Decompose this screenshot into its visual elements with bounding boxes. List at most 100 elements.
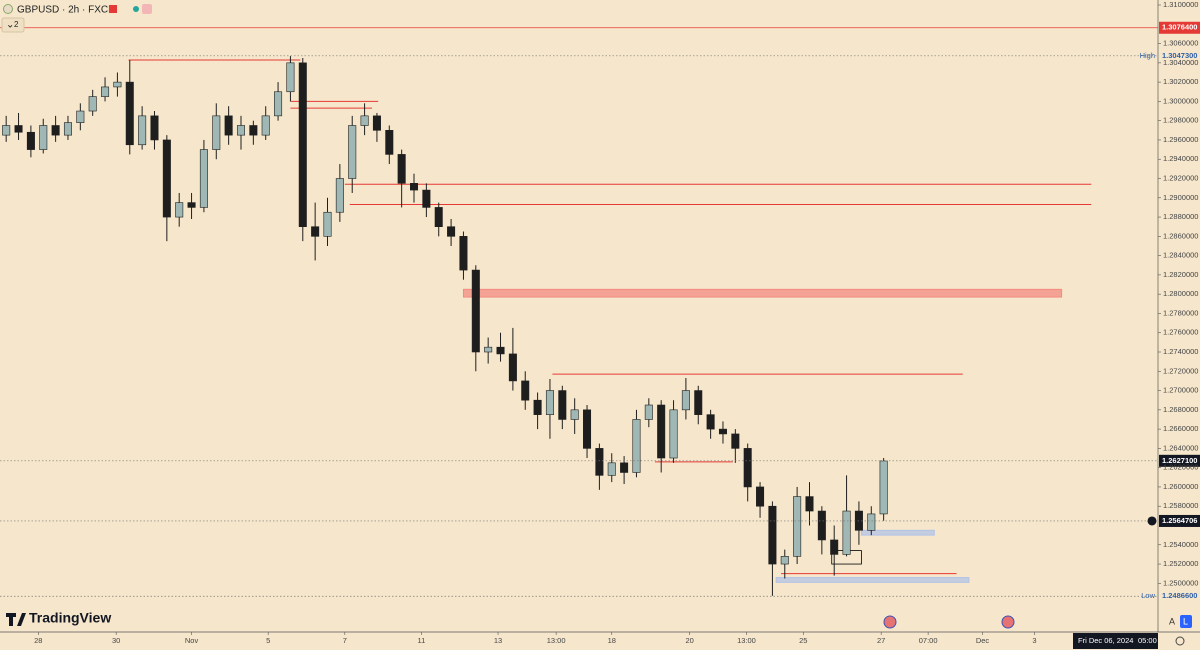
settings-icon[interactable]: [1175, 636, 1185, 646]
candle-body: [138, 115, 147, 146]
y-tick-label: 1.2620000: [1163, 463, 1198, 472]
candle-body: [583, 409, 592, 449]
cursor-date-box: [1073, 633, 1158, 649]
y-tick-label: 1.2880000: [1163, 212, 1198, 221]
y-tick-label: 1.2740000: [1163, 347, 1198, 356]
x-tick-label: 20: [685, 636, 693, 645]
candle-body: [348, 125, 357, 179]
y-tick-label: 1.2900000: [1163, 193, 1198, 202]
symbol-icon[interactable]: [3, 4, 13, 14]
candle-body: [372, 115, 381, 131]
status-dot: [133, 6, 139, 12]
candle-body: [471, 269, 480, 353]
y-tick-label: 1.2540000: [1163, 540, 1198, 549]
candle-body: [756, 486, 765, 507]
price-tag: Low: [1141, 591, 1155, 600]
candle-body: [570, 409, 579, 420]
indicator-toggle[interactable]: [1, 17, 25, 33]
candle-body: [422, 189, 431, 208]
x-tick-label: 25: [799, 636, 807, 645]
candle-body: [644, 404, 653, 420]
y-tick-label: 1.3060000: [1163, 39, 1198, 48]
price-label-box: [1159, 21, 1200, 34]
y-tick-label: 1.2840000: [1163, 251, 1198, 260]
candle-body: [51, 125, 60, 136]
candle-body: [657, 404, 666, 459]
zone: [775, 577, 970, 583]
auto-scale-button[interactable]: A: [1169, 616, 1175, 626]
axes: 1.3100000 1.3060000 1.3040000 1.3020000 1.30…: [34, 0, 1198, 645]
x-tick-label: 13:00: [547, 636, 566, 645]
y-tick-label: 1.2960000: [1163, 135, 1198, 144]
logo-mark: [6, 613, 26, 626]
y-tick-label: 1.2860000: [1163, 231, 1198, 240]
candle-body: [793, 496, 802, 557]
candle-body: [620, 462, 629, 473]
y-tick-label: 1.2760000: [1163, 328, 1198, 337]
y-tick-label: 1.2720000: [1163, 366, 1198, 375]
log-scale-bg[interactable]: [1180, 615, 1192, 628]
cursor-time: 05:00: [1138, 636, 1157, 645]
toggle-chevron: ⌄: [6, 20, 14, 31]
candle-body: [545, 390, 554, 415]
candle-body: [867, 513, 876, 531]
candle-body: [410, 183, 419, 191]
candle-body: [768, 505, 777, 565]
price-label: 1.2564706: [1162, 516, 1197, 525]
candle-body: [101, 86, 110, 97]
event-flag[interactable]: [883, 615, 897, 629]
x-tick-label: 18: [608, 636, 616, 645]
y-tick-label: 1.3020000: [1163, 77, 1198, 86]
x-tick-label: Dec: [976, 636, 990, 645]
x-tick-label: 07:00: [919, 636, 938, 645]
price-tag: High: [1140, 51, 1155, 60]
candle-body: [385, 130, 394, 155]
y-tick-label: 1.2700000: [1163, 386, 1198, 395]
candle-body: [447, 226, 456, 237]
candle-body: [669, 409, 678, 459]
candle-body: [150, 115, 159, 141]
candle-body: [88, 96, 97, 112]
y-tick-label: 1.3000000: [1163, 96, 1198, 105]
indicator-count: 2: [14, 20, 19, 29]
candle-body: [595, 448, 604, 476]
x-tick-label: Nov: [185, 636, 199, 645]
candle-body: [286, 62, 295, 93]
candle-body: [842, 510, 851, 555]
candle-body: [508, 353, 517, 382]
alert-badge[interactable]: [142, 4, 152, 14]
candle-body: [212, 115, 221, 150]
candle-body: [484, 346, 493, 353]
candle-body: [718, 428, 727, 435]
flag-icon[interactable]: [109, 5, 117, 13]
y-tick-label: 1.2580000: [1163, 501, 1198, 510]
candle-body: [298, 62, 307, 227]
candle-body: [113, 81, 122, 88]
candle-body: [533, 399, 542, 415]
logo-text[interactable]: TradingView: [29, 610, 111, 626]
candle-body: [199, 149, 208, 208]
zone: [860, 529, 935, 536]
y-tick-label: 1.2980000: [1163, 116, 1198, 125]
candle-body: [14, 125, 23, 133]
y-tick-label: 1.2820000: [1163, 270, 1198, 279]
x-tick-label: 3: [1032, 636, 1036, 645]
candle-body: [162, 139, 171, 218]
candle-body: [323, 211, 332, 237]
price-label-box: [1159, 454, 1200, 467]
log-scale-button[interactable]: L: [1183, 616, 1188, 626]
candle-body: [780, 556, 789, 565]
price-label-box: [1159, 514, 1200, 527]
candle-body: [175, 202, 184, 218]
symbol-title[interactable]: GBPUSD · 2h · FXCM: [17, 5, 116, 16]
candle-body: [632, 419, 641, 473]
y-tick-label: 1.2920000: [1163, 173, 1198, 182]
price-label-box: [1159, 590, 1200, 603]
candle-body: [249, 125, 258, 136]
candle-body: [26, 131, 35, 150]
x-tick-label: 13: [494, 636, 502, 645]
candle-body: [521, 380, 530, 401]
event-flag[interactable]: [1001, 615, 1015, 629]
